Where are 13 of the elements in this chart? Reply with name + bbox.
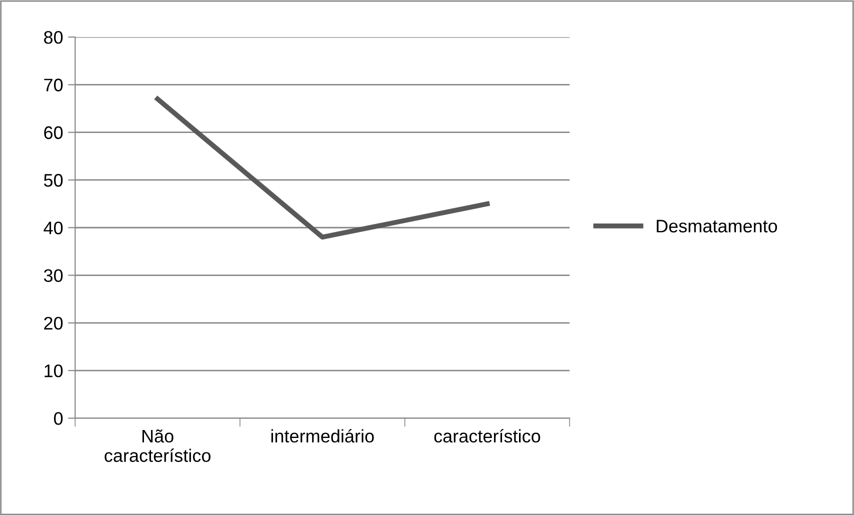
- legend-label: Desmatamento: [656, 220, 778, 232]
- x-tick-label: intermediário: [271, 429, 374, 443]
- y-tick-label: 80: [44, 31, 63, 44]
- y-tick-label: 20: [44, 316, 63, 330]
- y-tick-label: 70: [44, 78, 63, 92]
- y-tick-label: 50: [44, 174, 63, 187]
- x-tick-label: Não característico: [104, 429, 210, 462]
- y-tick-label: 10: [44, 364, 63, 378]
- y-tick-label: 40: [44, 222, 63, 234]
- x-tick-label: característico: [434, 429, 540, 443]
- y-tick-label: 30: [44, 269, 63, 282]
- y-tick-label: 0: [54, 412, 63, 425]
- y-tick-label: 60: [44, 126, 63, 140]
